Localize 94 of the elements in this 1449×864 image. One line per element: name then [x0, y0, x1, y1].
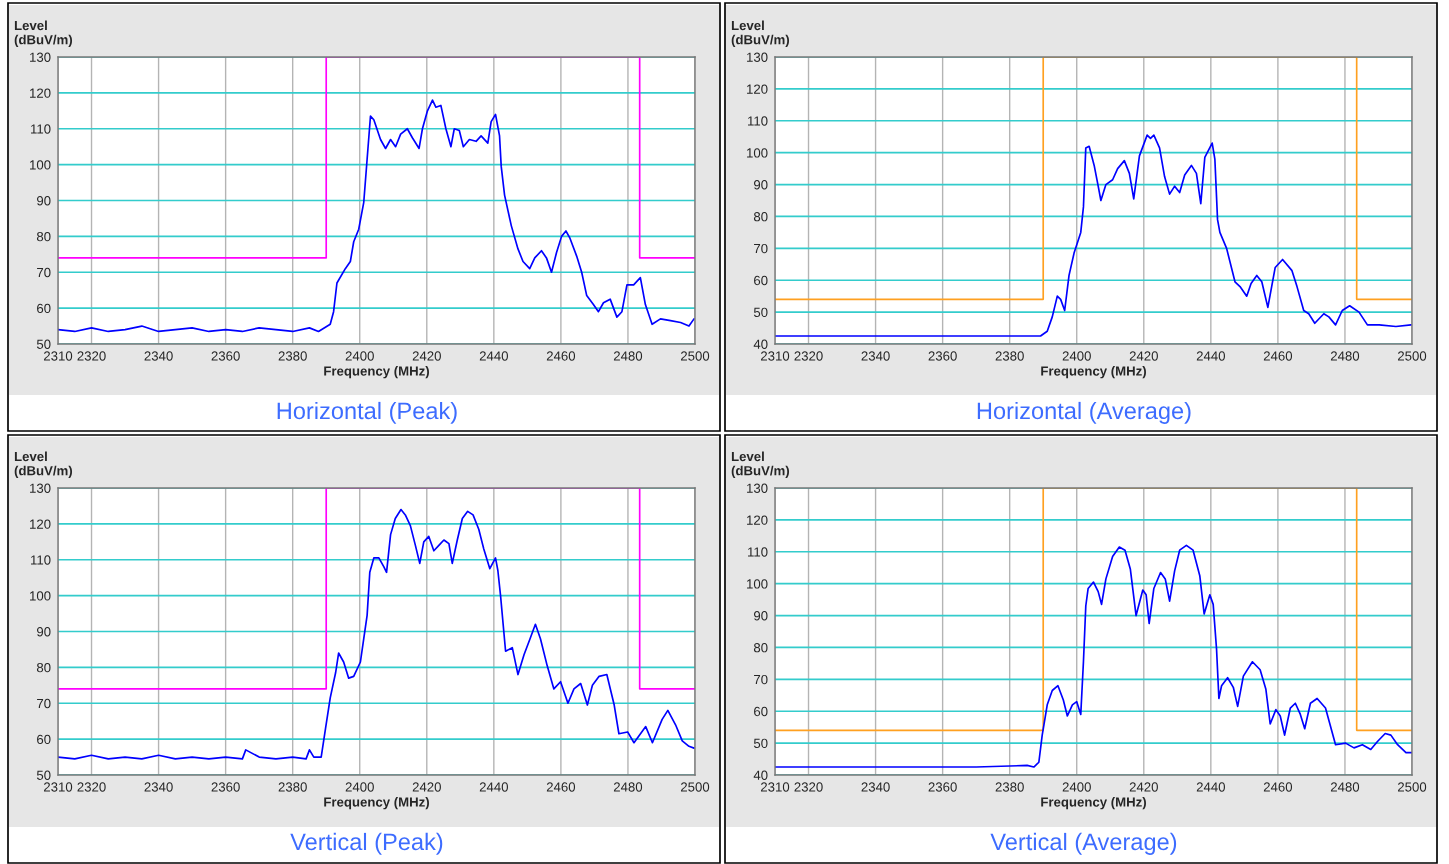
x-tick-label: 2380	[278, 351, 307, 361]
y-axis-title: Level (dBuV/m)	[731, 20, 790, 47]
x-tick-label: 2340	[144, 782, 173, 792]
x-tick-label: 2310	[43, 351, 73, 361]
x-tick-label: 2400	[1062, 782, 1091, 792]
y-tick-label: 100	[30, 591, 51, 601]
y-tick-label: 80	[36, 231, 51, 242]
x-tick-label: 2380	[995, 782, 1024, 792]
x-tick-label: 2500	[680, 351, 710, 361]
y-tick-label: 90	[37, 196, 51, 206]
x-tick-label: 2440	[479, 351, 508, 361]
y-tick-label: 60	[37, 303, 51, 314]
x-tick-label: 2320	[794, 351, 823, 361]
x-tick-label: 2320	[794, 782, 823, 792]
x-tick-label: 2340	[144, 351, 173, 361]
x-tick-label: 2500	[1397, 782, 1427, 792]
x-axis-title: Frequency (MHz)	[1041, 366, 1146, 379]
x-tick-label: 2340	[861, 351, 890, 361]
x-tick-label: 2480	[1330, 782, 1360, 792]
y-tick-label: 70	[754, 243, 768, 254]
x-tick-label: 2460	[1263, 782, 1293, 792]
y-tick-label: 50	[753, 307, 768, 318]
x-tick-label: 2310	[760, 351, 790, 361]
x-tick-label: 2400	[345, 351, 374, 361]
y-tick-label: 120	[747, 515, 768, 525]
x-tick-label: 2320	[77, 351, 106, 361]
x-tick-label: 2380	[278, 782, 307, 792]
x-tick-label: 2500	[680, 782, 710, 792]
y-tick-label: 130	[30, 483, 51, 493]
y-tick-label: 90	[754, 180, 768, 190]
y-tick-label: 60	[754, 706, 768, 717]
y-tick-label: 70	[754, 674, 768, 685]
y-tick-label: 110	[31, 124, 51, 134]
x-tick-label: 2440	[1196, 351, 1225, 361]
x-tick-label: 2360	[928, 351, 957, 361]
y-tick-label: 130	[747, 52, 768, 62]
y-axis-title: Level (dBuV/m)	[14, 20, 73, 47]
x-tick-label: 2460	[1263, 351, 1293, 361]
x-axis-title: Frequency (MHz)	[324, 797, 429, 810]
y-tick-label: 100	[747, 579, 768, 589]
y-tick-label: 80	[753, 643, 768, 653]
y-tick-label: 40	[753, 770, 768, 780]
x-tick-label: 2400	[345, 782, 374, 792]
x-tick-label: 2400	[1062, 351, 1091, 361]
y-tick-label: 120	[30, 519, 51, 529]
x-tick-label: 2340	[861, 782, 890, 792]
y-tick-label: 90	[37, 627, 51, 637]
x-axis-title: Frequency (MHz)	[1041, 797, 1146, 810]
y-tick-label: 120	[30, 88, 51, 98]
y-tick-label: 60	[754, 275, 768, 286]
x-tick-label: 2420	[412, 351, 441, 361]
y-tick-label: 50	[36, 770, 51, 780]
x-tick-label: 2360	[928, 782, 957, 792]
y-tick-label: 110	[748, 116, 768, 126]
y-tick-label: 90	[754, 611, 768, 621]
x-tick-label: 2310	[760, 782, 790, 792]
y-tick-label: 60	[37, 734, 51, 745]
x-tick-label: 2420	[412, 782, 441, 792]
y-tick-label: 130	[747, 483, 768, 493]
x-tick-label: 2440	[479, 782, 508, 792]
y-tick-label: 110	[748, 547, 768, 557]
y-tick-label: 120	[747, 84, 768, 94]
x-tick-label: 2480	[613, 351, 643, 361]
x-tick-label: 2460	[546, 782, 576, 792]
y-tick-label: 50	[36, 339, 51, 349]
y-tick-label: 80	[36, 662, 51, 673]
x-tick-label: 2420	[1129, 782, 1158, 792]
y-tick-label: 50	[753, 738, 768, 749]
x-axis-title: Frequency (MHz)	[324, 366, 429, 379]
y-tick-label: 100	[747, 148, 768, 158]
y-tick-label: 70	[37, 267, 51, 278]
text: Vertical (Peak)	[290, 832, 443, 855]
x-tick-label: 2460	[546, 351, 576, 361]
x-tick-label: 2360	[211, 782, 240, 792]
y-tick-label: 40	[753, 339, 768, 349]
y-axis-title: Level (dBuV/m)	[14, 451, 73, 478]
x-tick-label: 2320	[77, 782, 106, 792]
x-tick-label: 2480	[1330, 351, 1360, 361]
y-axis-title: Level (dBuV/m)	[731, 451, 790, 478]
y-tick-label: 80	[753, 212, 768, 222]
x-tick-label: 2480	[613, 782, 643, 792]
y-tick-label: 100	[30, 160, 51, 170]
x-tick-label: 2420	[1129, 351, 1158, 361]
x-tick-label: 2380	[995, 351, 1024, 361]
text: Horizontal (Peak)	[277, 401, 457, 424]
x-tick-label: 2360	[211, 351, 240, 361]
x-tick-label: 2500	[1397, 351, 1427, 361]
y-tick-label: 70	[37, 698, 51, 709]
text: Vertical (Average)	[990, 832, 1177, 855]
y-tick-label: 130	[30, 52, 51, 62]
text: Horizontal (Average)	[977, 401, 1191, 424]
y-tick-label: 110	[31, 555, 51, 565]
x-tick-label: 2310	[43, 782, 73, 792]
x-tick-label: 2440	[1196, 782, 1225, 792]
